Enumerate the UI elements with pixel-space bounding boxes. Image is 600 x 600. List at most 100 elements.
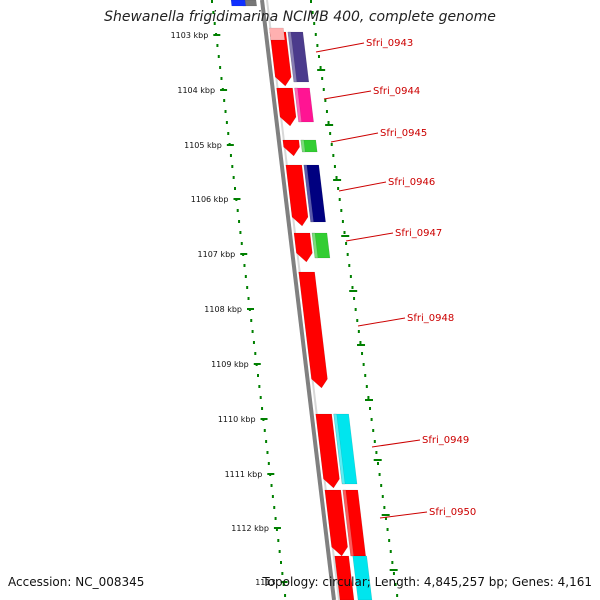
scale-dot-right — [346, 253, 349, 256]
gene-arrow — [298, 271, 328, 389]
scale-dot — [247, 297, 250, 300]
scale-dot — [220, 77, 223, 80]
scale-dot — [244, 275, 247, 278]
scale-dot-right — [356, 319, 359, 322]
scale-dot — [212, 11, 215, 14]
scale-tick — [273, 527, 281, 529]
scale-dot — [259, 396, 262, 399]
gene-label[interactable]: Sfri_0943 — [366, 38, 413, 49]
scale-dot — [211, 0, 213, 3]
scale-dot-right — [388, 539, 391, 542]
scale-dot-right — [329, 132, 332, 135]
scale-dot-right — [370, 418, 373, 421]
scale-dot-right — [381, 495, 384, 498]
scale-dot-right — [349, 275, 352, 278]
scale-dot-right — [348, 264, 351, 267]
label-leader-line — [323, 90, 372, 100]
scale-tick-label: 1104 kbp — [177, 86, 215, 95]
scale-dot — [246, 286, 249, 289]
scale-dot-right — [392, 572, 395, 575]
gene-label[interactable]: Sfri_0950 — [429, 507, 476, 518]
scale-dot — [227, 132, 230, 135]
scale-dot-right — [322, 88, 325, 91]
scale-dot — [232, 176, 235, 179]
scale-tick-right — [325, 124, 334, 126]
cds-block — [300, 139, 318, 153]
scale-tick-label: 1112 kbp — [231, 524, 269, 533]
scale-dot — [274, 517, 277, 520]
scale-dot — [234, 187, 237, 190]
scale-dot — [270, 484, 273, 487]
scale-ruler: 1103 kbp 1104 kbp 1105 kbp 1106 kbp 1107 kbp… — [171, 0, 399, 597]
scale-dot — [225, 121, 228, 124]
gene-arrow — [324, 489, 348, 557]
scale-tick-label: 1109 kbp — [211, 360, 249, 369]
cds-highlight — [300, 139, 306, 153]
scale-dot-right — [372, 429, 375, 432]
scale-dot — [243, 264, 246, 267]
label-leader-line — [371, 439, 421, 448]
scale-dot — [265, 440, 268, 443]
scale-tick — [247, 308, 255, 310]
scale-dot — [263, 429, 266, 432]
scale-tick-right — [381, 514, 390, 516]
scale-dot — [277, 539, 280, 542]
gene-label[interactable]: Sfri_0945 — [380, 128, 427, 139]
scale-dot-right — [335, 176, 338, 179]
scale-tick — [280, 581, 288, 583]
gene-label[interactable]: Sfri_0944 — [373, 86, 420, 97]
gene-block-partial — [230, 0, 247, 7]
gene-label[interactable]: Sfri_0949 — [422, 435, 469, 446]
scale-dot-right — [338, 198, 341, 201]
label-leader-line — [315, 42, 365, 53]
scale-dot-right — [380, 484, 383, 487]
gene-label[interactable]: Sfri_0946 — [388, 177, 435, 188]
label-leader-line — [338, 181, 387, 192]
cds-highlight — [311, 232, 319, 259]
scale-tick-right — [341, 235, 350, 237]
cds-block — [294, 87, 314, 123]
scale-dot-right — [367, 396, 370, 399]
scale-dot-right — [333, 165, 336, 168]
scale-dot — [240, 242, 243, 245]
scale-dot — [266, 451, 269, 454]
scale-dot — [223, 99, 226, 102]
gene-labels: Sfri_0943 Sfri_0944 Sfri_0945 Sfri_0946 Sfri… — [315, 38, 476, 519]
scale-dot — [273, 506, 276, 509]
scale-dot-right — [389, 550, 392, 553]
scale-tick-right — [389, 569, 398, 571]
gene-arrow — [285, 164, 309, 227]
scale-dot-right — [373, 440, 376, 443]
scale-dot — [239, 231, 242, 234]
gene-block-partial — [269, 27, 286, 41]
scale-dot-right — [324, 99, 327, 102]
scale-dot — [258, 385, 261, 388]
scale-dot — [261, 407, 264, 410]
scale-dot — [251, 330, 254, 333]
scale-tick-label: 1106 kbp — [191, 195, 229, 204]
scale-dot — [271, 495, 274, 498]
scale-dot-right — [376, 462, 379, 465]
scale-dot — [224, 110, 227, 113]
scale-dot — [231, 165, 234, 168]
gene-label[interactable]: Sfri_0948 — [407, 313, 454, 324]
scale-dot-right — [317, 55, 320, 58]
scale-dot-right — [325, 110, 328, 113]
scale-tick-label: 1103 kbp — [171, 31, 209, 40]
gene-track — [230, 0, 355, 600]
cds-highlight — [303, 164, 314, 223]
gene-arrow — [315, 413, 340, 489]
cds-block — [303, 164, 326, 223]
scale-dot — [217, 55, 220, 58]
scale-dot — [275, 528, 278, 531]
scale-dot-right — [327, 121, 330, 124]
scale-dot-right — [319, 66, 322, 69]
scale-dot — [281, 572, 284, 575]
scale-dot — [229, 154, 232, 157]
label-leader-line — [357, 317, 406, 327]
gene-label[interactable]: Sfri_0947 — [395, 228, 442, 239]
scale-dot — [238, 220, 241, 223]
scale-tick — [220, 89, 228, 91]
scale-dot — [216, 44, 219, 47]
